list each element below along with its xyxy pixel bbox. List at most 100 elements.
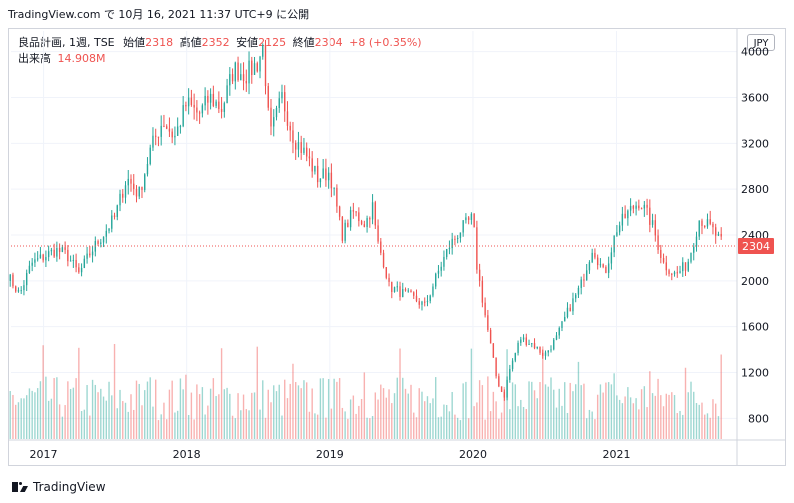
candle-body <box>448 248 451 250</box>
candle-body <box>605 266 607 273</box>
volume-bar <box>100 388 102 439</box>
volume-bar <box>673 395 676 439</box>
candle-body <box>536 346 538 349</box>
candle-body <box>275 107 278 118</box>
candle-body <box>215 101 217 106</box>
volume-bar <box>163 402 165 439</box>
candle-body <box>550 349 552 351</box>
volume-bar <box>242 394 245 439</box>
volume-bar <box>97 392 99 439</box>
volume-bar <box>130 394 132 439</box>
candle-body <box>566 307 569 318</box>
candle-body <box>352 210 355 212</box>
x-tick-label: 2020 <box>459 448 487 461</box>
volume-bar <box>355 413 357 439</box>
candle-body <box>596 257 599 266</box>
candle-body <box>624 213 626 219</box>
candle-body <box>558 327 560 336</box>
volume-bar <box>533 390 536 439</box>
volume-bar <box>437 417 440 439</box>
volume-bar <box>64 405 66 439</box>
currency-button[interactable]: JPY <box>747 34 775 51</box>
candle-body <box>498 376 500 387</box>
candle-body <box>591 252 593 263</box>
candle-body <box>594 252 596 258</box>
candle-body <box>509 368 511 380</box>
open-label: 始値 <box>123 36 146 49</box>
volume-bar <box>407 393 409 439</box>
candle-body <box>506 379 508 398</box>
volume-bar <box>503 386 506 439</box>
candle-body <box>333 187 335 189</box>
volume-bar <box>58 404 61 439</box>
volume-bar <box>613 373 615 439</box>
volume-bar <box>212 378 215 439</box>
candle-body <box>717 233 720 236</box>
candle-body <box>133 183 135 189</box>
volume-bar <box>585 418 588 439</box>
volume-bar <box>347 418 349 439</box>
volume-bar <box>20 398 22 439</box>
volume-bar <box>366 417 368 439</box>
candle-body <box>481 280 484 303</box>
volume-bar <box>660 395 662 439</box>
volume-bar <box>396 377 398 439</box>
volume-bar <box>599 384 602 439</box>
volume-bar <box>144 390 146 439</box>
candle-body <box>435 273 437 287</box>
candle-body <box>78 267 80 273</box>
volume-bar <box>182 389 184 439</box>
candle-body <box>489 329 492 344</box>
candle-body <box>144 174 146 190</box>
candle-body <box>380 241 382 253</box>
candle-body <box>311 158 313 172</box>
candle-body <box>146 163 149 175</box>
volume-bar <box>531 381 533 439</box>
volume-bar <box>300 388 302 439</box>
volume-bar <box>371 416 374 439</box>
candle-body <box>358 212 360 222</box>
candle-body <box>204 95 206 106</box>
volume-bar <box>443 404 445 439</box>
volume-bar <box>311 388 313 439</box>
candle-body <box>256 63 258 72</box>
candle-body <box>528 343 530 345</box>
volume-bar <box>388 389 390 439</box>
volume-bar <box>473 406 475 439</box>
volume-bar <box>539 382 541 439</box>
volume-bar <box>635 398 637 439</box>
volume-bar <box>226 387 228 439</box>
candle-body <box>295 142 297 150</box>
volume-bar <box>17 402 20 439</box>
candle-body <box>577 287 580 295</box>
volume-bar <box>80 411 83 439</box>
candle-body <box>580 279 582 288</box>
candle-body <box>660 249 662 258</box>
volume-bar <box>517 406 519 439</box>
volume-bar <box>377 399 379 439</box>
y-tick-label: 1600 <box>741 321 769 334</box>
candle-body <box>196 107 198 113</box>
volume-bar <box>245 409 247 439</box>
candle-body <box>17 290 20 292</box>
volume-bar <box>108 381 110 439</box>
candle-body <box>349 210 352 228</box>
change-value: +8 (+0.35%) <box>349 36 422 49</box>
candle-body <box>237 62 239 81</box>
volume-bar <box>687 392 689 439</box>
candle-body <box>53 249 55 257</box>
volume-bar <box>105 400 107 439</box>
volume-bar <box>569 382 571 439</box>
volume-bar <box>676 413 678 439</box>
candle-body <box>443 256 445 267</box>
candle-body <box>171 131 173 138</box>
candle-body <box>632 205 635 209</box>
candle-body <box>657 235 659 250</box>
volume-bar <box>124 402 127 439</box>
candle-body <box>706 219 709 227</box>
volume-bar <box>695 403 698 439</box>
volume-bar <box>391 403 393 439</box>
candle-body <box>157 136 160 138</box>
volume-bar <box>94 384 97 439</box>
candle-body <box>300 142 302 153</box>
